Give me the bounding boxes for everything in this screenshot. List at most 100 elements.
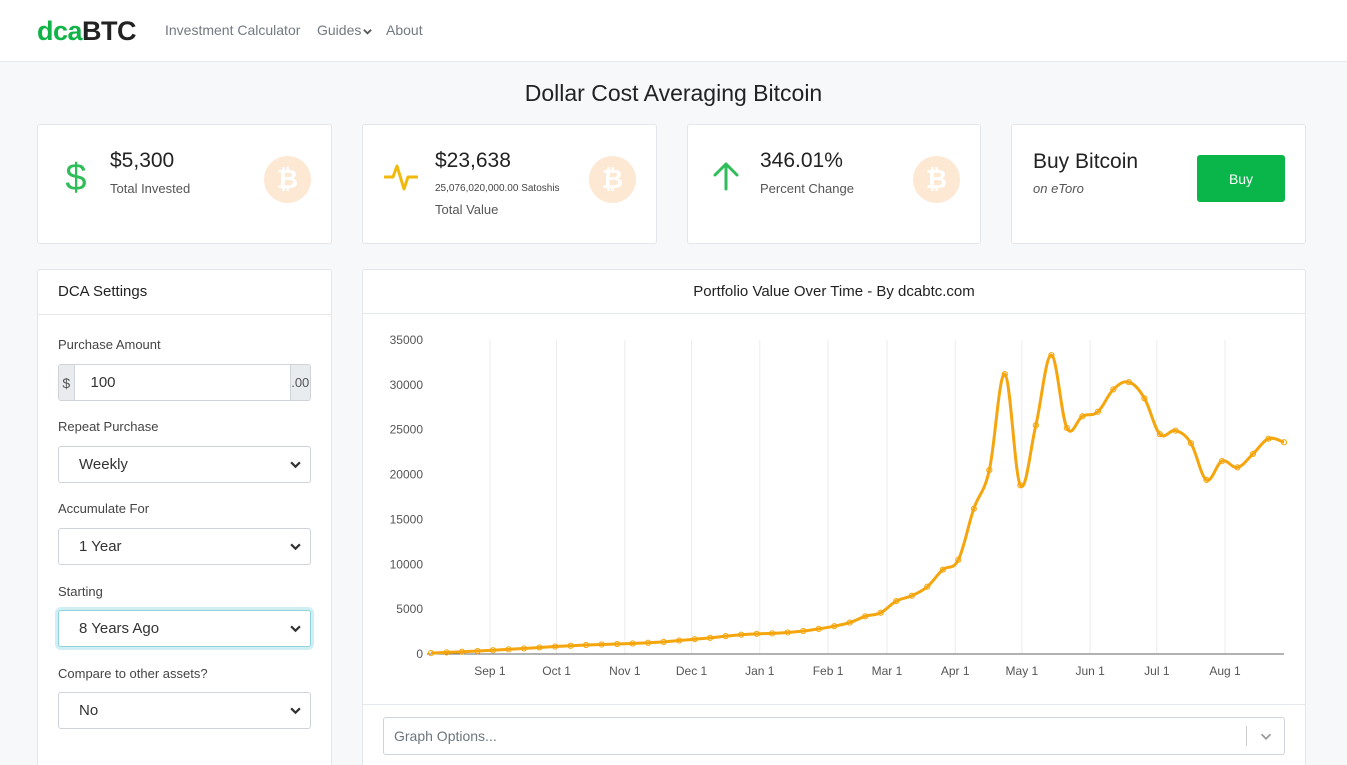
dca-settings-panel: DCA Settings Purchase Amount $ .00 Repea…: [37, 269, 332, 765]
data-point: [846, 619, 853, 626]
total-value-value: $23,638: [435, 149, 511, 172]
x-tick-label: Jan 1: [745, 664, 775, 678]
data-point: [738, 631, 745, 638]
data-point: [815, 625, 822, 632]
x-tick-label: Jun 1: [1075, 664, 1105, 678]
data-point: [474, 647, 481, 655]
y-tick-label: 5000: [396, 602, 423, 616]
data-point: [1249, 450, 1257, 458]
cents-suffix: .00: [289, 365, 310, 400]
repeat-purchase-select[interactable]: Weekly: [58, 446, 311, 483]
brand-btc: BTC: [82, 16, 137, 46]
bitcoin-icon: ₿: [913, 156, 960, 203]
activity-icon: [384, 164, 418, 191]
y-tick-label: 10000: [390, 557, 424, 571]
data-point: [660, 638, 667, 645]
graph-options-placeholder: Graph Options...: [394, 728, 497, 744]
y-tick-label: 35000: [390, 333, 424, 347]
buy-bitcoin-title: Buy Bitcoin: [1033, 150, 1139, 173]
buy-button[interactable]: Buy: [1197, 155, 1285, 202]
data-point: [970, 505, 977, 512]
data-point: [722, 633, 729, 640]
data-point: [458, 648, 466, 655]
brand-logo[interactable]: dcaBTC: [37, 15, 137, 47]
compare-assets-select[interactable]: No: [58, 692, 311, 729]
x-tick-label: May 1: [1006, 664, 1039, 678]
x-tick-label: Nov 1: [609, 664, 641, 678]
accumulate-for-select[interactable]: 1 Year: [58, 528, 311, 565]
chevron-down-icon: [290, 461, 301, 469]
data-point: [1218, 458, 1226, 465]
compare-assets-label: Compare to other assets?: [58, 666, 208, 681]
data-point: [955, 556, 962, 563]
data-point: [520, 645, 528, 652]
navbar: dcaBTC Investment Calculator Guides Abou…: [0, 0, 1347, 62]
data-point: [629, 640, 636, 647]
chevron-down-icon: [290, 625, 301, 633]
repeat-purchase-value: Weekly: [79, 456, 128, 473]
data-point: [1017, 482, 1024, 489]
data-point: [1048, 352, 1055, 359]
graph-options-select[interactable]: Graph Options...: [383, 717, 1285, 755]
x-tick-label: Dec 1: [676, 664, 708, 678]
chart-title: Portfolio Value Over Time - By dcabtc.co…: [363, 270, 1305, 314]
chevron-down-icon: [290, 707, 301, 715]
data-point: [924, 583, 931, 590]
total-invested-value: $5,300: [110, 149, 175, 172]
portfolio-chart[interactable]: Sep 1 Oct 1 Nov 1 Dec 1 Jan 1 Feb 1 Mar 1 Apr 1…: [363, 315, 1305, 703]
x-tick-label: Mar 1: [872, 664, 903, 678]
bitcoin-icon: ₿: [264, 156, 311, 203]
data-point: [536, 644, 543, 651]
data-point: [1156, 431, 1164, 438]
purchase-amount-input[interactable]: [74, 365, 290, 400]
starting-label: Starting: [58, 584, 103, 599]
data-point: [676, 637, 683, 644]
data-point: [1079, 413, 1086, 420]
purchase-amount-label: Purchase Amount: [58, 337, 161, 352]
starting-select[interactable]: 8 Years Ago: [58, 610, 311, 647]
chart-panel: Portfolio Value Over Time - By dcabtc.co…: [362, 269, 1306, 765]
card-buy-bitcoin: Buy Bitcoin on eToro Buy: [1011, 124, 1306, 244]
y-tick-label: 15000: [390, 512, 424, 526]
x-tick-label: Aug 1: [1209, 664, 1241, 678]
x-tick-label: Sep 1: [474, 664, 506, 678]
data-point: [645, 639, 652, 646]
data-point: [1203, 476, 1210, 484]
y-tick-label: 20000: [390, 468, 424, 482]
portfolio-value-line: [430, 353, 1285, 655]
currency-prefix: $: [59, 365, 75, 400]
accumulate-for-value: 1 Year: [79, 538, 122, 555]
data-point: [862, 613, 869, 620]
page-title: Dollar Cost Averaging Bitcoin: [524, 80, 823, 106]
data-point: [582, 641, 590, 649]
data-point: [1280, 439, 1288, 446]
graph-options-separator: [1246, 726, 1247, 746]
data-point: [1234, 464, 1241, 471]
card-total-invested: $ $5,300 Total Invested ₿: [37, 124, 332, 244]
starting-value: 8 Years Ago: [79, 620, 160, 637]
data-point: [1187, 440, 1195, 447]
arrow-up-icon: [713, 162, 739, 191]
data-point: [800, 627, 807, 635]
x-tick-label: Jul 1: [1144, 664, 1170, 678]
chevron-down-icon: [290, 543, 301, 551]
data-point: [1094, 408, 1101, 415]
nav-guides-label: Guides: [317, 22, 362, 38]
nav-investment-calculator[interactable]: Investment Calculator: [165, 22, 301, 38]
data-point: [908, 592, 915, 599]
data-point: [753, 630, 760, 637]
data-point: [427, 650, 435, 657]
data-point: [1110, 386, 1117, 393]
data-point: [831, 623, 838, 630]
purchase-amount-group: $ .00: [58, 364, 311, 401]
chevron-down-icon: [1260, 733, 1272, 740]
data-point: [1172, 427, 1179, 434]
card-percent-change: 346.01% Percent Change ₿: [687, 124, 981, 244]
nav-guides[interactable]: Guides: [317, 21, 373, 39]
total-invested-label: Total Invested: [110, 181, 191, 196]
y-tick-label: 0: [416, 647, 423, 661]
data-point: [1141, 395, 1148, 402]
data-point: [551, 643, 559, 650]
nav-about[interactable]: About: [386, 22, 423, 38]
svg-text:$: $: [65, 158, 86, 196]
